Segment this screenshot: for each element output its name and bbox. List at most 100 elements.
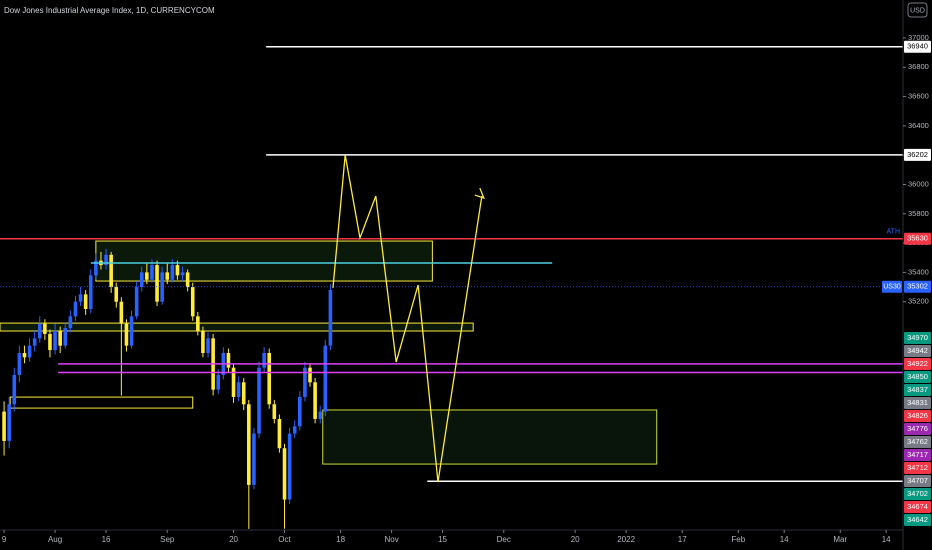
candle-body (272, 404, 277, 419)
candle-body (48, 333, 52, 351)
price-label: 34942 (907, 346, 928, 355)
price-label-box (904, 488, 931, 500)
candle-body (134, 287, 139, 317)
price-label: 34642 (907, 515, 928, 524)
x-tick-label: 20 (229, 535, 238, 544)
price-label-box (904, 280, 931, 293)
candle-body (262, 352, 266, 368)
candle-body (94, 260, 98, 276)
x-tick-label: Mar (833, 535, 847, 544)
candle-body (231, 367, 236, 397)
x-tick-label: 14 (882, 535, 891, 544)
candle-body (252, 433, 256, 485)
candle-body (114, 287, 119, 302)
candle-body (22, 352, 27, 358)
x-tick-label: Nov (384, 535, 398, 544)
price-label-box (904, 332, 931, 344)
price-label: 34850 (907, 372, 928, 381)
candle-body (308, 367, 312, 383)
candle-body (318, 411, 323, 419)
candle-body (124, 323, 129, 346)
x-tick-label: 9 (2, 535, 7, 544)
price-label-box (904, 436, 931, 448)
candle-body (104, 254, 108, 266)
candle-body (119, 301, 124, 324)
candle-body (58, 331, 62, 346)
price-label: 34702 (907, 489, 928, 498)
candle-body (247, 404, 251, 485)
candle-body (139, 272, 144, 288)
arrow-head (474, 187, 485, 200)
candle-body (129, 316, 134, 346)
ath-label: ATH (887, 229, 900, 236)
price-label-box (904, 371, 931, 383)
candle-body (216, 374, 221, 390)
x-tick-label: Aug (48, 535, 62, 544)
candle-body (267, 352, 272, 405)
candle-body (328, 289, 333, 346)
candle-body (190, 287, 195, 317)
price-label: 34837 (907, 385, 928, 394)
x-tick-label: Oct (278, 535, 291, 544)
price-label: 35630 (907, 234, 928, 243)
candle-body (282, 448, 287, 500)
price-label-box (904, 449, 931, 461)
x-tick-label: Sep (160, 535, 175, 544)
x-tick-label: 18 (336, 535, 345, 544)
candle-body (323, 345, 328, 412)
candle-body (201, 331, 205, 353)
candle-body (37, 323, 42, 339)
zone-box (322, 409, 658, 465)
price-label-box (904, 345, 931, 357)
symbol-label-box (882, 280, 902, 293)
price-label: 35302 (907, 282, 928, 291)
price-label-box (904, 501, 931, 513)
candle-body (78, 294, 83, 302)
candle-body (145, 272, 149, 280)
currency-label: USD (910, 7, 925, 14)
price-label-box (904, 148, 931, 161)
candle-body (155, 265, 159, 302)
price-label-box (904, 475, 931, 487)
candle-body (257, 367, 261, 434)
y-tick-label: 35200 (908, 297, 929, 306)
candle-body (206, 338, 210, 353)
candle-body (73, 301, 78, 317)
candle-body (185, 272, 190, 288)
x-tick-label: 20 (571, 535, 580, 544)
candle-body (68, 316, 73, 329)
symbol-label: US30 (883, 284, 901, 291)
candle-body (196, 316, 200, 332)
projection-path (332, 154, 483, 483)
price-label: 34922 (907, 359, 928, 368)
zone-box (9, 396, 194, 409)
price-label: 34970 (907, 333, 928, 342)
candle-body (241, 382, 246, 405)
candle-body (43, 323, 47, 334)
price-label: 34762 (907, 437, 928, 446)
y-tick-label: 36400 (908, 121, 929, 130)
candle-body (298, 396, 302, 427)
candle-body (109, 254, 113, 288)
x-tick-label: 2022 (617, 535, 635, 544)
currency-button[interactable] (907, 2, 928, 18)
candle-body (150, 265, 154, 280)
price-label: 34831 (907, 398, 928, 407)
candle-body (7, 404, 11, 441)
price-label-box (904, 358, 931, 370)
price-label: 34712 (907, 463, 928, 472)
plot-area (0, 45, 903, 529)
price-label: 34707 (907, 476, 928, 485)
candle-body (313, 382, 317, 419)
candle-body (83, 294, 88, 310)
x-tick-label: Dec (497, 535, 511, 544)
candle-body (236, 382, 241, 397)
x-tick-label: 16 (102, 535, 111, 544)
price-label-box (904, 397, 931, 409)
candle-body (2, 411, 6, 441)
candle-body (175, 265, 180, 276)
zone-box (0, 322, 474, 332)
candle-body (226, 352, 231, 368)
